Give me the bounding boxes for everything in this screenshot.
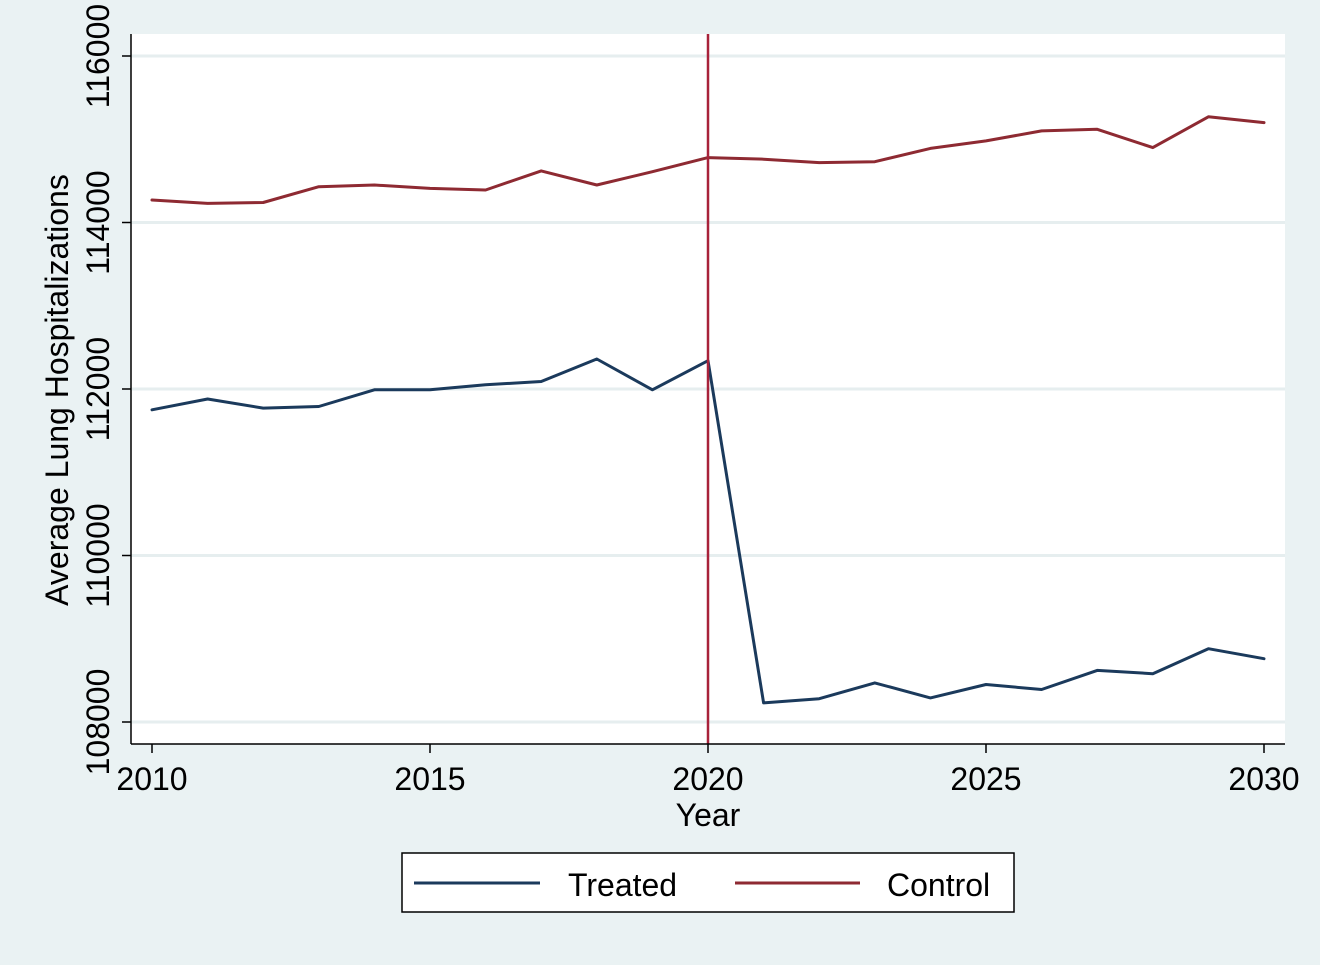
data-point-control	[428, 186, 432, 190]
data-point-control	[873, 160, 877, 164]
y-tick-label: 116000	[80, 4, 116, 108]
data-point-treated	[1262, 657, 1266, 661]
data-point-treated	[650, 388, 654, 392]
data-point-treated	[539, 380, 543, 384]
data-point-control	[261, 201, 265, 205]
data-point-control	[650, 170, 654, 174]
data-point-treated	[206, 397, 210, 401]
data-point-control	[317, 185, 321, 189]
data-point-treated	[150, 408, 154, 412]
y-axis-label: Average Lung Hospitalizations	[39, 174, 75, 606]
data-point-control	[817, 161, 821, 165]
data-point-control	[762, 157, 766, 161]
data-point-treated	[817, 697, 821, 701]
x-axis-label: Year	[676, 797, 741, 833]
data-point-control	[539, 169, 543, 173]
data-point-control	[150, 198, 154, 202]
y-tick-label: 110000	[80, 503, 116, 607]
data-point-treated	[372, 388, 376, 392]
y-tick-label: 112000	[80, 337, 116, 441]
data-point-treated	[317, 404, 321, 408]
y-tick-label: 114000	[80, 170, 116, 274]
x-tick-label: 2025	[950, 761, 1021, 797]
data-point-control	[1206, 115, 1210, 119]
data-point-treated	[762, 701, 766, 705]
data-point-treated	[1206, 647, 1210, 651]
data-point-control	[484, 188, 488, 192]
x-tick-label: 2010	[116, 761, 187, 797]
x-tick-label: 2020	[672, 761, 743, 797]
data-point-treated	[1095, 668, 1099, 672]
data-point-control	[1262, 121, 1266, 125]
data-point-control	[1095, 127, 1099, 131]
data-point-treated	[1151, 672, 1155, 676]
data-point-treated	[928, 696, 932, 700]
data-point-control	[1040, 129, 1044, 133]
y-tick-label: 108000	[80, 669, 116, 776]
data-point-control	[984, 139, 988, 143]
data-point-treated	[428, 388, 432, 392]
data-point-treated	[873, 681, 877, 685]
data-point-control	[372, 183, 376, 187]
data-point-treated	[484, 383, 488, 387]
data-point-control	[206, 201, 210, 205]
data-point-treated	[984, 683, 988, 687]
data-point-treated	[261, 406, 265, 410]
axes: 108000 110000 112000 114000 116000 2010 2015 20…	[80, 4, 1300, 797]
x-tick-label: 2015	[394, 761, 465, 797]
legend-label-treated: Treated	[568, 867, 677, 903]
legend: Treated Control	[401, 852, 1015, 913]
legend-label-control: Control	[887, 867, 990, 903]
data-point-treated	[595, 357, 599, 361]
data-point-control	[928, 146, 932, 150]
data-point-treated	[1040, 688, 1044, 692]
data-point-control	[595, 183, 599, 187]
x-tick-label: 2030	[1228, 761, 1299, 797]
data-point-control	[1151, 146, 1155, 150]
